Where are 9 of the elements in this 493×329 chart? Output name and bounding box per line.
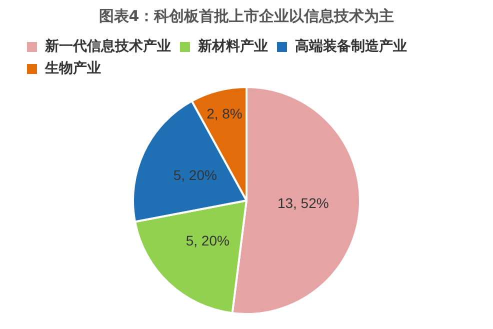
data-label: 5, 20% <box>173 167 217 184</box>
chart-title: 图表4：科创板首批上市企业以信息技术为主 <box>98 6 394 25</box>
data-label: 5, 20% <box>186 232 230 249</box>
legend-label: 高端装备制造产业 <box>295 38 407 55</box>
legend-label: 新一代信息技术产业 <box>44 38 171 55</box>
legend-label: 新材料产业 <box>197 38 268 55</box>
data-label: 2, 8% <box>206 106 242 122</box>
data-label: 13, 52% <box>277 194 329 211</box>
legend-label: 生物产业 <box>44 60 101 77</box>
